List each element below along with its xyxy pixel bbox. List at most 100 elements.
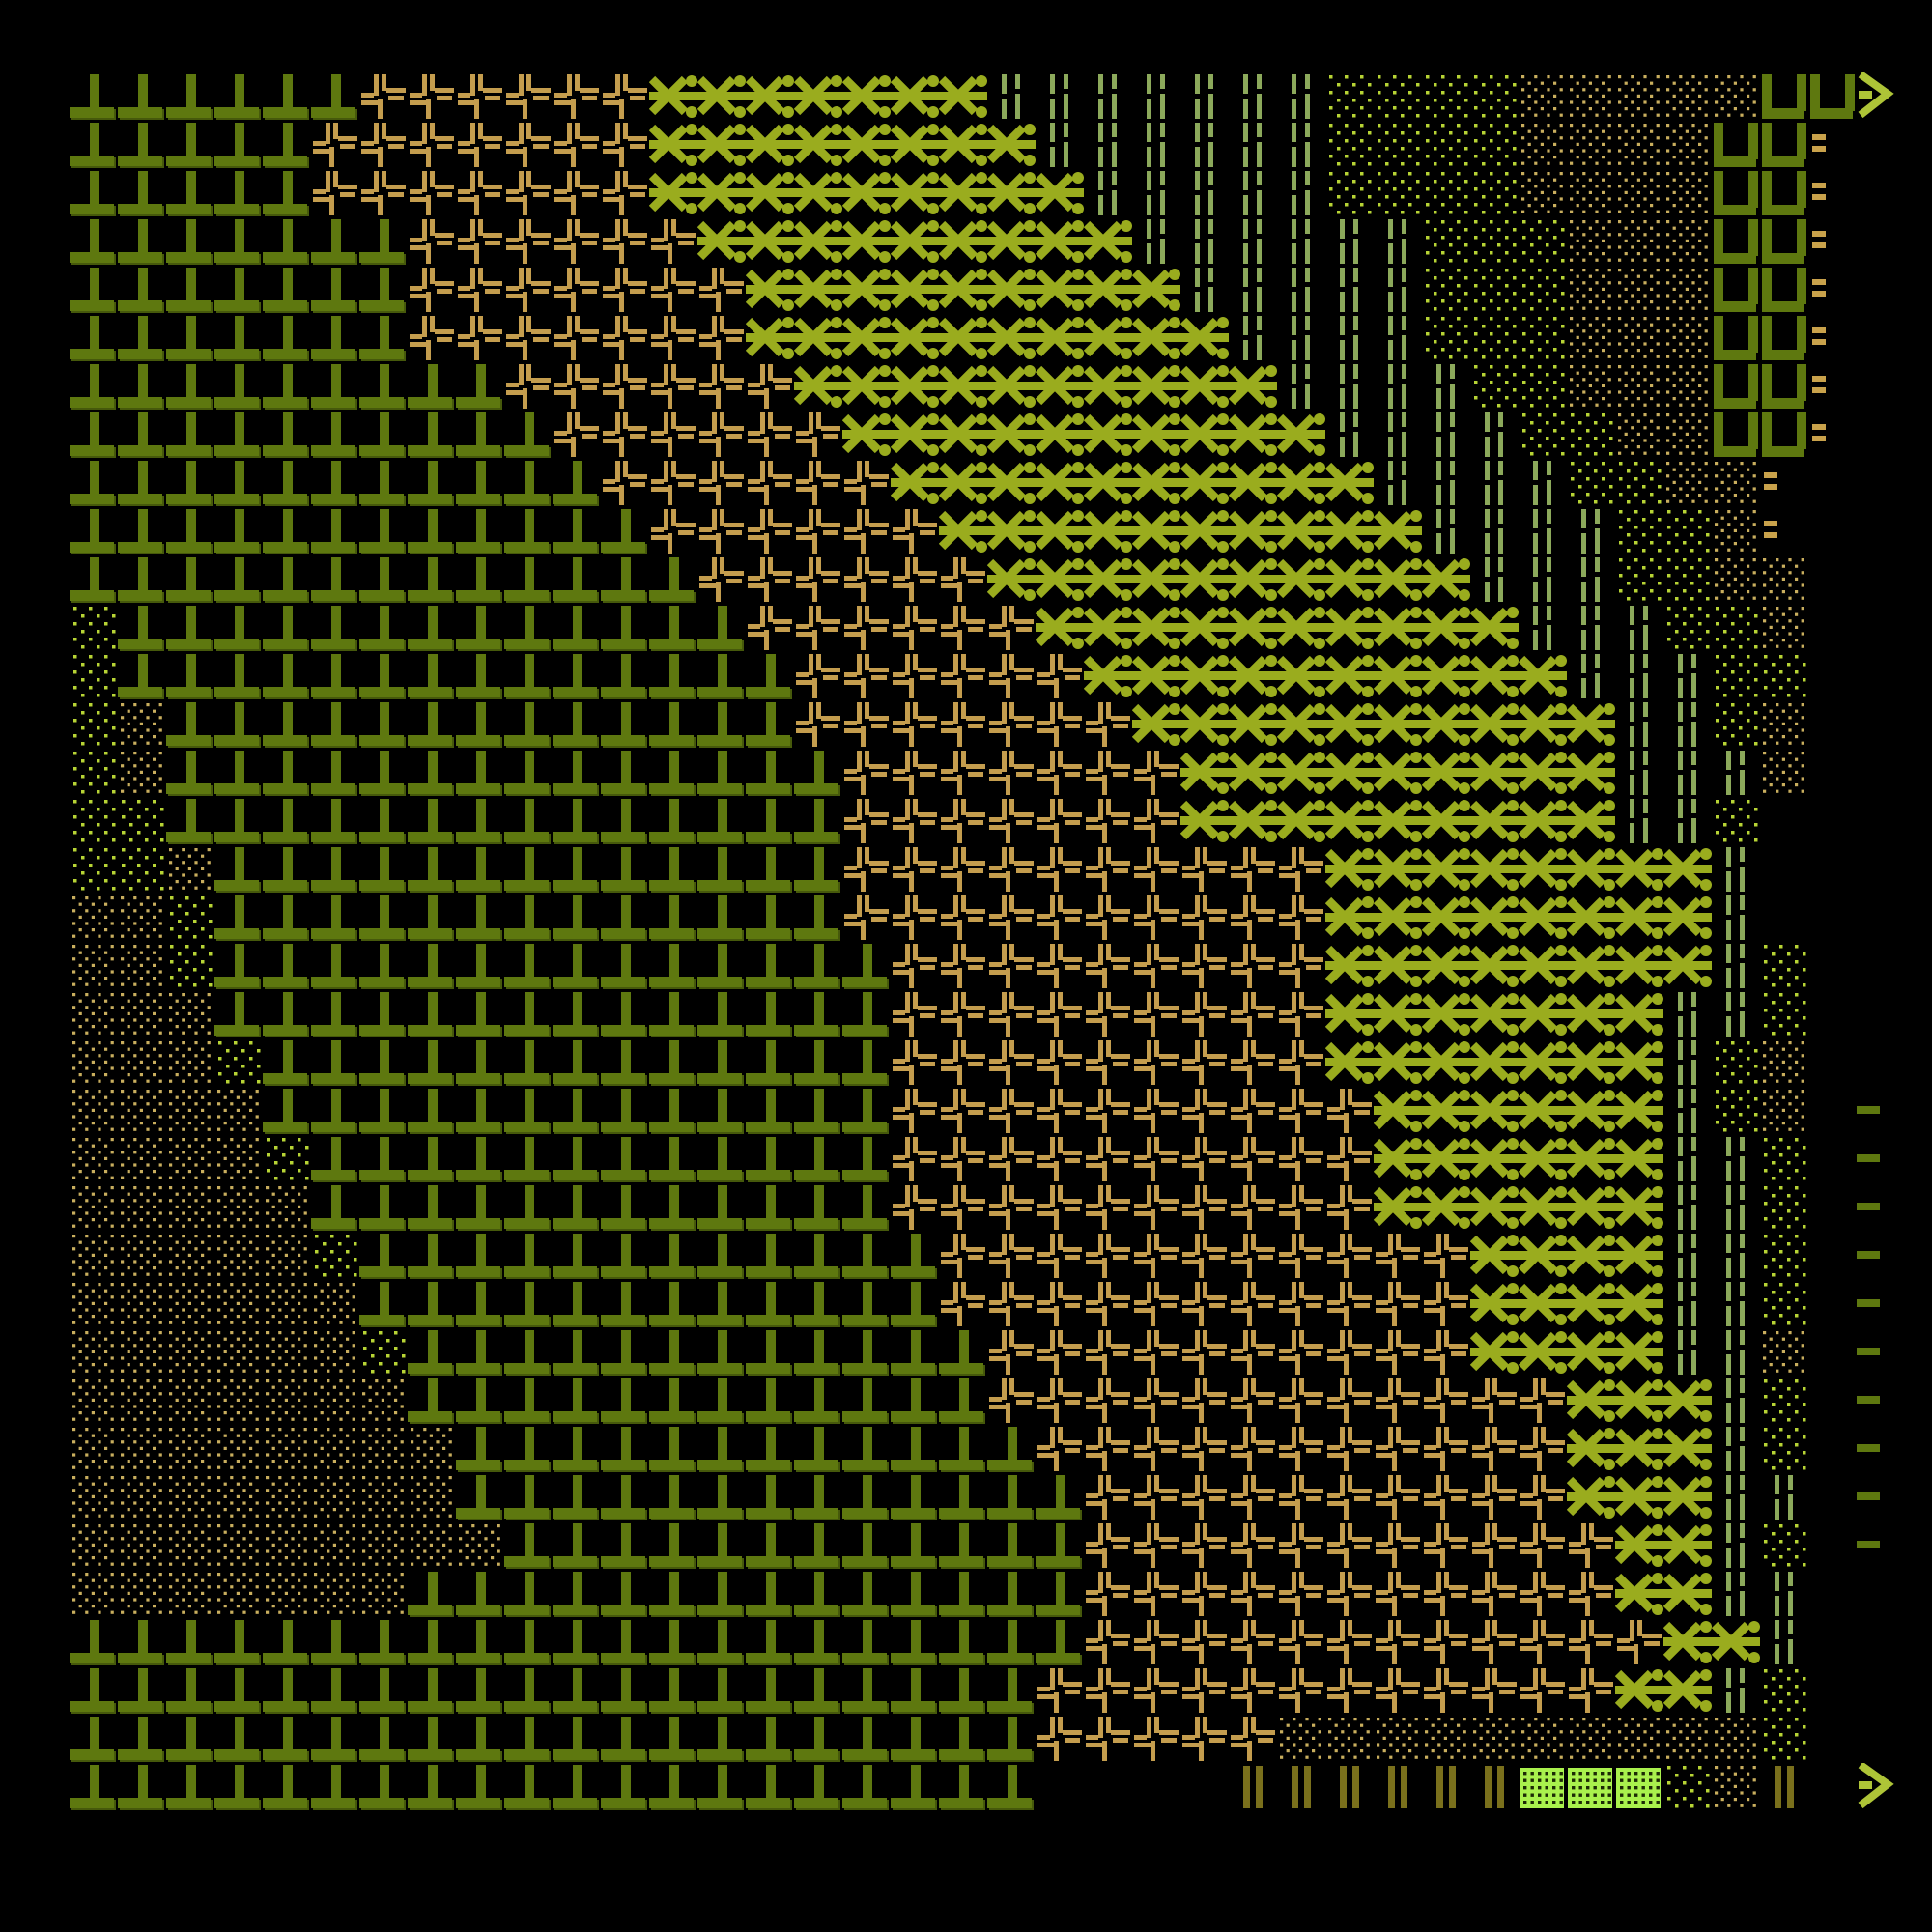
comb-corner-glyph: [214, 1765, 261, 1810]
tan-stipple-cell: [1763, 1331, 1804, 1373]
broken-cross-glyph: [1472, 1523, 1517, 1568]
broken-cross-glyph: [1086, 751, 1130, 795]
tan-stipple-cell: [1570, 365, 1611, 407]
tan-stipple-cell: [314, 1379, 355, 1421]
x-line-dots-glyph: [1567, 1235, 1615, 1277]
comb-corner-glyph: [504, 1765, 551, 1810]
broken-cross-glyph: [748, 606, 792, 650]
comb-corner-glyph: [456, 1717, 502, 1762]
double-vertical-dash-glyph: [1436, 509, 1455, 554]
comb-corner-glyph: [697, 751, 744, 796]
green-stipple-cell: [1329, 75, 1372, 118]
comb-corner-glyph: [311, 944, 357, 989]
tan-stipple-cell: [72, 1041, 114, 1083]
comb-cup-glyph: [1762, 219, 1806, 264]
broken-cross-glyph: [1182, 1475, 1227, 1520]
tan-stipple-cell: [121, 1235, 162, 1276]
broken-cross-glyph: [1086, 1089, 1130, 1133]
broken-cross-glyph: [1327, 1378, 1372, 1423]
green-stipple-cell: [1667, 558, 1710, 601]
comb-corner-glyph: [70, 268, 116, 313]
broken-cross-glyph: [1182, 1427, 1227, 1471]
broken-cross-glyph: [893, 557, 937, 602]
double-vertical-dash-glyph: [1726, 1572, 1745, 1616]
broken-cross-glyph: [458, 316, 502, 360]
broken-cross-glyph: [603, 412, 647, 457]
tan-stipple-cell: [121, 1476, 162, 1518]
broken-cross-glyph: [941, 1040, 985, 1085]
comb-corner-glyph: [794, 1378, 840, 1424]
broken-cross-glyph: [1086, 1185, 1130, 1230]
tan-stipple-cell: [217, 1331, 259, 1373]
broken-cross-glyph: [989, 702, 1034, 747]
comb-corner-glyph: [697, 1620, 744, 1665]
broken-cross-glyph: [1472, 1668, 1517, 1713]
tan-stipple-cell: [217, 1090, 259, 1131]
comb-corner-glyph: [504, 1378, 551, 1424]
x-line-dots-glyph: [1663, 1379, 1712, 1422]
comb-corner-glyph: [891, 1475, 937, 1520]
comb-corner-glyph: [166, 316, 213, 361]
comb-corner-glyph: [746, 1668, 792, 1714]
comb-corner-glyph: [697, 1330, 744, 1376]
x-line-dots-glyph: [794, 220, 842, 263]
x-line-dots-glyph: [1325, 607, 1374, 649]
x-line-dots-glyph: [1229, 365, 1277, 408]
x-line-dots-glyph: [1422, 945, 1470, 987]
comb-corner-glyph: [746, 654, 792, 699]
x-line-dots-glyph: [987, 124, 1036, 166]
broken-cross-glyph: [1231, 1282, 1275, 1326]
broken-cross-glyph: [651, 219, 696, 264]
tan-stipple-cell: [1618, 365, 1660, 407]
broken-cross-glyph: [1037, 1427, 1082, 1471]
x-line-dots-glyph: [746, 124, 794, 166]
broken-cross-glyph: [1086, 847, 1130, 892]
broken-cross-glyph: [1231, 1475, 1275, 1520]
x-line-dots-glyph: [939, 124, 987, 166]
x-line-dots-glyph: [891, 317, 939, 359]
broken-cross-glyph: [941, 606, 985, 650]
broken-cross-glyph: [1037, 1040, 1082, 1085]
broken-cross-glyph: [410, 171, 454, 215]
comb-corner-glyph: [601, 992, 647, 1037]
x-line-dots-glyph: [1229, 703, 1277, 746]
comb-corner-glyph: [746, 992, 792, 1037]
broken-cross-glyph: [1520, 1378, 1565, 1423]
x-line-dots-glyph: [1615, 1379, 1663, 1422]
tan-stipple-cell: [1763, 1090, 1804, 1131]
broken-cross-glyph: [941, 557, 985, 602]
x-line-dots-glyph: [1084, 510, 1132, 553]
comb-corner-glyph: [456, 1378, 502, 1424]
comb-corner-glyph: [553, 1765, 599, 1810]
comb-corner-glyph: [359, 1040, 406, 1086]
comb-corner-glyph: [311, 461, 357, 506]
bright-dotted-block: [1520, 1768, 1564, 1808]
x-line-dots-glyph: [987, 413, 1036, 456]
tan-stipple-cell: [1618, 172, 1660, 213]
comb-corner-glyph: [311, 1717, 357, 1762]
tan-stipple-cell: [72, 1235, 114, 1276]
comb-corner-glyph: [697, 702, 744, 748]
tan-stipple-cell: [1763, 607, 1804, 648]
comb-corner-glyph: [311, 316, 357, 361]
double-vertical-dash-glyph: [1195, 219, 1213, 264]
x-line-dots-glyph: [1277, 558, 1325, 601]
comb-corner-glyph: [456, 1089, 502, 1134]
double-vertical-dash-glyph: [1726, 1137, 1745, 1181]
double-vertical-dash-glyph: [1195, 268, 1213, 312]
comb-corner-glyph: [408, 1234, 454, 1279]
comb-corner-glyph: [408, 364, 454, 410]
broken-cross-glyph: [1327, 1620, 1372, 1664]
comb-corner-glyph: [504, 1572, 551, 1617]
broken-cross-glyph: [361, 123, 406, 167]
x-line-dots-glyph: [1277, 800, 1325, 842]
x-line-dots-glyph: [1180, 365, 1229, 408]
comb-corner-glyph: [456, 1475, 502, 1520]
comb-corner-glyph: [70, 1620, 116, 1665]
x-line-dots-glyph: [1615, 1476, 1663, 1519]
x-line-dots-glyph: [891, 172, 939, 214]
comb-corner-glyph: [166, 1620, 213, 1665]
comb-corner-glyph: [311, 509, 357, 554]
tan-stipple-cell: [121, 945, 162, 986]
tan-stipple-cell: [362, 1428, 404, 1469]
